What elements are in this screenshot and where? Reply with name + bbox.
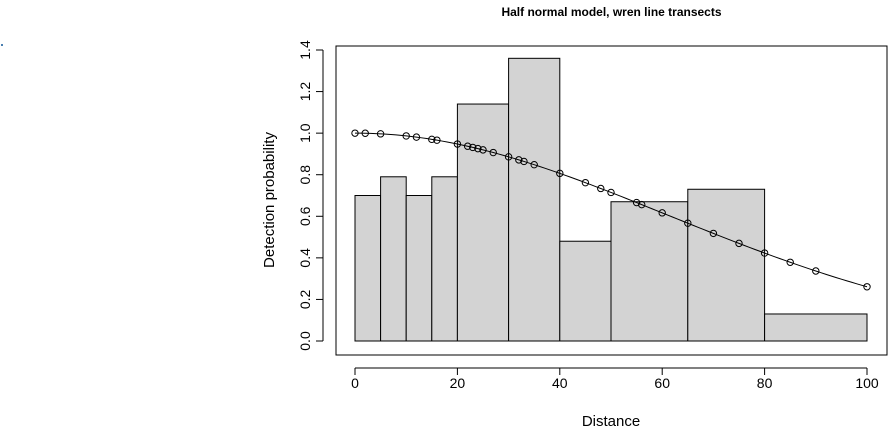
curve-point <box>433 136 441 144</box>
histogram-bar <box>431 176 458 342</box>
curve-point <box>428 135 436 144</box>
curve-point <box>453 140 462 148</box>
plot-frame <box>335 45 888 356</box>
x-tick-label: 80 <box>757 375 773 391</box>
curve-point <box>504 153 513 161</box>
y-tick-label: 1.4 <box>297 40 313 60</box>
curve-point <box>463 142 472 150</box>
x-axis-title: Distance <box>582 413 640 427</box>
curve-point <box>812 267 820 275</box>
curve-point <box>638 200 646 209</box>
histogram-bar <box>764 313 868 342</box>
curve-point <box>402 132 410 140</box>
y-tick-label: 0.0 <box>297 331 313 351</box>
curve-point <box>515 156 523 164</box>
curve-point <box>556 169 564 178</box>
y-tick-label: 1.2 <box>297 82 313 102</box>
curve-point <box>607 188 615 197</box>
histogram-bar <box>559 240 612 342</box>
y-tick-label: 0.8 <box>297 165 313 185</box>
curve-point <box>376 130 385 138</box>
x-tick-label: 100 <box>855 375 879 391</box>
curve-point <box>709 229 718 238</box>
y-tick-label: 1.0 <box>297 123 313 143</box>
y-axis-title: Detection probability <box>261 132 278 268</box>
curve-point <box>530 160 538 169</box>
x-tick-label: 0 <box>351 375 359 391</box>
curve-point <box>361 129 369 137</box>
y-tick-label: 0.4 <box>297 248 313 268</box>
curve-point <box>658 209 666 217</box>
histogram-bar <box>380 176 407 342</box>
histogram-bar <box>508 57 561 342</box>
curve-point <box>786 258 794 266</box>
curve-point <box>469 143 477 152</box>
curve-point <box>684 219 692 227</box>
stray-dot <box>1 44 3 46</box>
curve-point <box>479 146 487 154</box>
curve-point <box>863 283 871 291</box>
histogram-bar <box>456 103 510 342</box>
curve-point <box>632 198 641 207</box>
chart-title: Half normal model, wren line transects <box>501 5 721 19</box>
y-tick-label: 0.2 <box>297 289 313 309</box>
curve-point <box>581 178 590 187</box>
y-tick-label: 0.6 <box>297 206 313 226</box>
curve-point <box>351 129 359 137</box>
curve-point <box>412 133 421 141</box>
histogram-bar <box>405 195 433 342</box>
x-tick-label: 40 <box>552 375 568 391</box>
x-tick-label: 20 <box>450 375 466 391</box>
histogram-bar <box>354 195 382 342</box>
curve-point <box>474 144 482 153</box>
histogram-bar <box>610 201 689 342</box>
curve-point <box>735 239 743 248</box>
curve-point <box>597 184 605 193</box>
curve-point <box>760 249 769 257</box>
histogram-bar <box>687 188 766 342</box>
x-tick-label: 60 <box>654 375 670 391</box>
curve-point <box>520 157 528 166</box>
curve-point <box>489 148 497 157</box>
